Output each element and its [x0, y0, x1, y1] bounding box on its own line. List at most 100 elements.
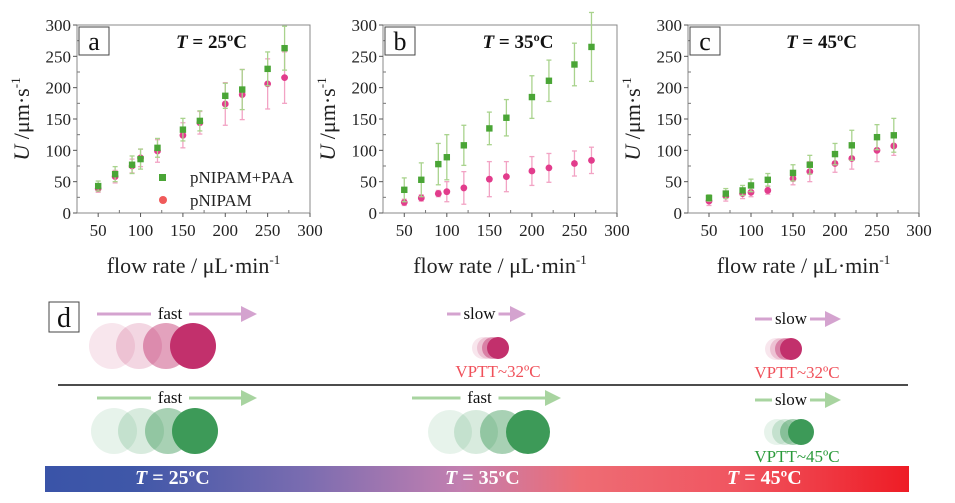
particles-pnipam-35: [472, 337, 509, 359]
panel-letter-box: [48, 301, 80, 333]
arrow-head-icon: [241, 390, 257, 406]
legend-label: pNIPAM: [190, 191, 252, 210]
data-point-square: [764, 176, 771, 183]
panel-title: T = 25ºC: [176, 32, 247, 53]
temperature-label-45: T = 45ºC: [727, 467, 802, 489]
plot-frame: [382, 24, 618, 214]
data-point-square: [196, 117, 204, 125]
legend-marker-circle: [159, 196, 167, 204]
data-point-square: [401, 186, 408, 194]
microgel-particle: [506, 410, 550, 454]
panel-title-rest: = 35ºC: [494, 32, 553, 53]
y-tick-label: 200: [352, 79, 378, 98]
panel-title: T = 45ºC: [786, 32, 857, 53]
y-axis-label-sup: -1: [8, 77, 23, 88]
series-pnipam-paa: [705, 117, 897, 202]
arrow-head-icon: [825, 392, 841, 408]
panel-title-rest: = 25ºC: [188, 32, 247, 53]
particles-pnipam-45: [765, 338, 802, 360]
speed-label: slow: [775, 309, 808, 328]
x-tick-label: 150: [780, 221, 806, 240]
data-point-circle: [485, 175, 493, 183]
panel-title: T = 35ºC: [483, 32, 554, 53]
y-tick-label: 150: [657, 110, 683, 129]
x-tick-label: 50: [701, 221, 718, 240]
x-axis-label-sup: -1: [576, 252, 587, 267]
x-tick-label: 250: [255, 221, 281, 240]
data-point-square: [128, 161, 136, 168]
y-axis-label-unit: /μm·s: [9, 88, 34, 144]
panel-a-chart: 0 50 100 150 200 250 300 50 100 150 200 250 300 flow …: [8, 16, 323, 278]
microgel-particle: [780, 338, 802, 360]
data-point-square: [848, 142, 855, 149]
data-point-square: [179, 126, 187, 133]
microgel-particle: [89, 323, 135, 369]
y-tick-label: 0: [369, 204, 378, 223]
data-point-square: [739, 187, 746, 194]
plot-frame: [687, 24, 920, 214]
temperature-label-25: T = 25ºC: [135, 467, 210, 489]
series-pnipam: [705, 135, 898, 207]
x-axis-label: flow rate / μL·min-1: [413, 252, 587, 278]
y-axis-label-var: U: [315, 143, 340, 161]
y-axis-label-unit: /μm·s: [315, 88, 340, 144]
data-point-circle: [443, 188, 451, 196]
data-point-square: [545, 77, 553, 84]
y-tick-label: 250: [46, 47, 72, 66]
x-tick-label: 300: [906, 221, 932, 240]
data-point-circle: [588, 156, 595, 164]
data-point-circle: [281, 74, 288, 82]
y-tick-label: 100: [46, 141, 72, 160]
y-tick-label: 0: [674, 204, 683, 223]
y-axis-label: U /μm·s-1: [8, 77, 34, 160]
x-tick-label: 100: [434, 221, 460, 240]
panel-c-chart: 0 50 100 150 200 250 300 50 100 150 200 250 300 flow …: [619, 16, 932, 278]
y-tick-label: 300: [657, 16, 683, 35]
arrow-top-25: fast: [97, 304, 257, 323]
series-pnipam-paa: [401, 11, 595, 203]
y-axis-label-var: U: [620, 143, 645, 161]
panel-title-var: T: [483, 32, 496, 53]
microgel-particle: [118, 408, 164, 454]
panel-letter: b: [394, 27, 407, 56]
y-axis-label-sup: -1: [314, 77, 329, 88]
data-point-square: [528, 93, 536, 101]
particles-paa-35: [428, 410, 550, 454]
x-tick-label: 200: [213, 221, 239, 240]
panel-letter-box: [78, 26, 110, 56]
data-point-square: [722, 190, 729, 197]
x-tick-label: 200: [822, 221, 848, 240]
x-axis-label-sup: -1: [879, 252, 890, 267]
arrow-top-45: slow: [755, 309, 841, 328]
y-tick-label: 50: [665, 173, 682, 192]
data-point-circle: [502, 173, 510, 181]
x-axis-label-sup: -1: [269, 252, 280, 267]
arrow-bottom-45: slow: [755, 390, 841, 409]
data-point-square: [890, 132, 897, 139]
data-point-circle: [571, 160, 578, 167]
data-point-square: [705, 194, 713, 202]
data-point-square: [486, 125, 493, 132]
speed-label: fast: [158, 304, 183, 323]
y-tick-label: 300: [46, 16, 72, 35]
y-tick-label: 200: [657, 79, 683, 98]
y-tick-label: 50: [54, 173, 71, 192]
y-tick-label: 300: [352, 16, 378, 35]
data-point-square: [503, 114, 510, 121]
arrow-head-icon: [825, 311, 841, 327]
y-tick-label: 50: [360, 173, 377, 192]
x-tick-label: 150: [477, 221, 503, 240]
speed-label: slow: [463, 304, 496, 323]
y-axis-label: U /μm·s-1: [314, 77, 340, 160]
y-tick-label: 0: [63, 204, 72, 223]
data-point-circle: [434, 190, 442, 197]
data-point-square: [571, 61, 578, 68]
panel-b-chart: 0 50 100 150 200 250 300 50 100 150 200 250 300 flow …: [314, 11, 630, 278]
particles-pnipam-25: [89, 323, 216, 369]
data-point-square: [588, 43, 595, 51]
data-point-circle: [545, 164, 553, 172]
panel-letter-box: [689, 26, 721, 56]
data-point-square: [806, 161, 813, 168]
y-tick-label: 250: [657, 47, 683, 66]
